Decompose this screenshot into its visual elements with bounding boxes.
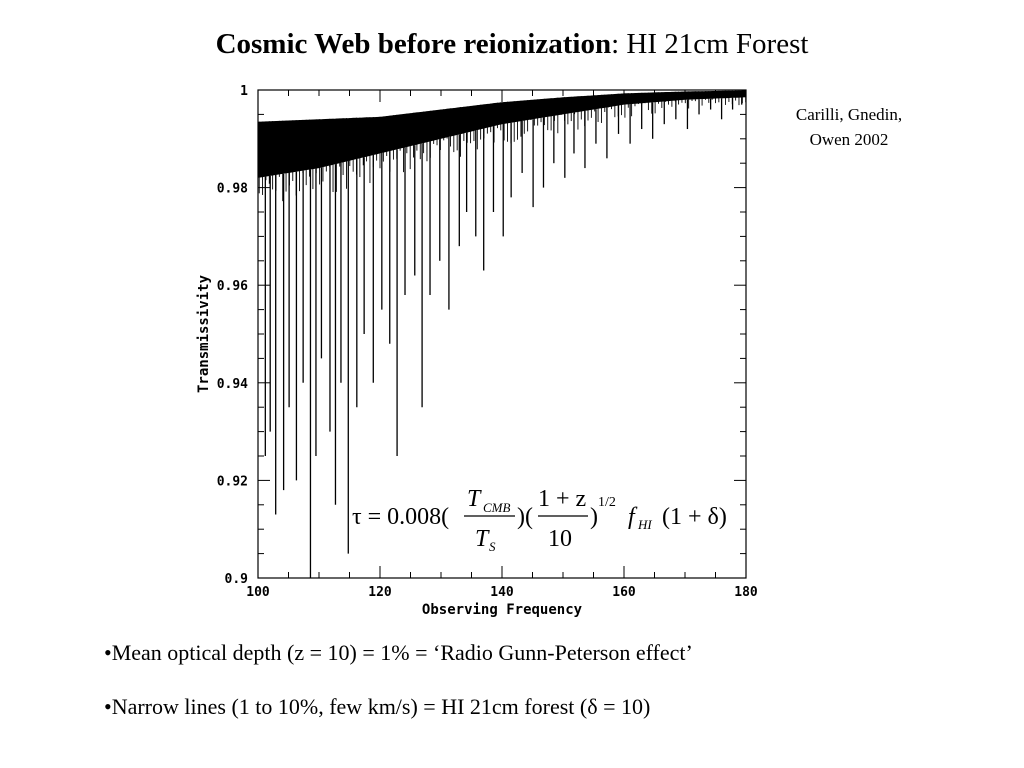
- x-tick-label: 140: [490, 585, 514, 600]
- y-tick-label: 1: [240, 84, 248, 99]
- citation-line-1: Carilli, Gnedin,: [795, 105, 903, 124]
- slide-title-rest: : HI 21cm Forest: [611, 28, 809, 60]
- formula-close-paren: ): [590, 504, 598, 530]
- y-tick-label: 0.98: [217, 182, 248, 197]
- forest-envelope: [258, 90, 746, 178]
- y-axis-label: Transmissivity: [196, 274, 212, 393]
- y-tick-label: 0.9: [225, 572, 248, 587]
- formula-mid: )(: [517, 504, 533, 530]
- citation: Carilli, Gnedin, Owen 2002: [766, 102, 932, 152]
- x-tick-label: 160: [612, 585, 636, 600]
- y-tick-label: 0.94: [217, 377, 248, 392]
- axis-ticks: 100 120 140 160 180 0.9 0.92 0.94 0.96 0.98 1: [217, 84, 758, 600]
- x-tick-label: 120: [368, 585, 392, 600]
- y-tick-label: 0.92: [217, 474, 248, 489]
- bullet-item-1: •Mean optical depth (z = 10) = 1% = ‘Rad…: [104, 640, 693, 665]
- x-axis-label: Observing Frequency: [422, 602, 583, 618]
- formula-exponent: 1/2: [598, 495, 616, 510]
- citation-line-2: Owen 2002: [809, 130, 889, 149]
- y-tick-label: 0.96: [217, 279, 248, 294]
- formula-svg: τ = 0.008( T CMB T S )( 1 + z 10 ) 1/2 f…: [352, 486, 727, 554]
- x-tick-label: 100: [246, 585, 270, 600]
- slide-title: Cosmic Web before reionization: HI 21cm …: [0, 26, 1024, 62]
- x-tick-label: 180: [734, 585, 758, 600]
- formula-frac1-num-sub: CMB: [483, 500, 511, 515]
- bullet-item-2: •Narrow lines (1 to 10%, few km/s) = HI …: [104, 694, 651, 719]
- formula-lhs: τ = 0.008(: [352, 504, 449, 530]
- formula-frac1-num: T: [467, 486, 482, 512]
- slide-title-bold: Cosmic Web before reionization: [215, 28, 612, 60]
- formula-f: f: [628, 504, 638, 530]
- formula-tail: (1 + δ): [662, 504, 727, 530]
- formula-f-sub: HI: [637, 517, 652, 532]
- formula-frac1-den: T: [475, 526, 490, 552]
- formula-frac2-num: 1 + z: [538, 486, 586, 512]
- formula-frac1-den-sub: S: [489, 539, 496, 554]
- formula-frac2-den: 10: [548, 526, 572, 552]
